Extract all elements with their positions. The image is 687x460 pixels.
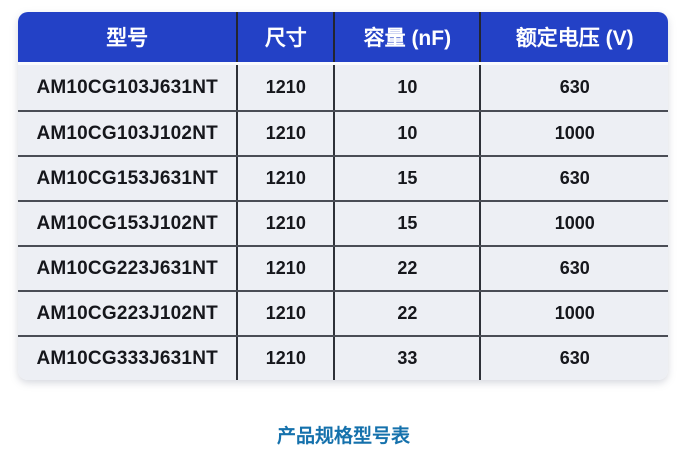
cell-model: AM10CG333J631NT xyxy=(36,347,218,369)
cell-size: 1210 xyxy=(236,247,333,290)
cell-capacitance: 15 xyxy=(333,202,479,245)
table-row: AM10CG103J102NT 1210 10 1000 xyxy=(18,110,668,155)
cell-model: AM10CG153J631NT xyxy=(36,167,218,189)
header-cell-rated-voltage: 额定电压 (V) xyxy=(479,12,668,62)
header-cell-capacitance: 容量 (nF) xyxy=(333,12,479,62)
cell-capacitance: 33 xyxy=(333,337,479,380)
table-row: AM10CG333J631NT 1210 33 630 xyxy=(18,335,668,380)
cell-rated-voltage: 630 xyxy=(479,157,668,200)
header-cell-model: 型号 xyxy=(106,27,149,50)
cell-size: 1210 xyxy=(236,65,333,110)
cell-model: AM10CG153J102NT xyxy=(36,212,218,234)
cell-rated-voltage: 1000 xyxy=(479,112,668,155)
header-cell-size: 尺寸 xyxy=(236,12,333,62)
cell-model: AM10CG223J631NT xyxy=(36,257,218,279)
cell-rated-voltage: 1000 xyxy=(479,202,668,245)
table-row: AM10CG153J102NT 1210 15 1000 xyxy=(18,200,668,245)
cell-rated-voltage: 630 xyxy=(479,65,668,110)
cell-model: AM10CG103J631NT xyxy=(36,76,218,98)
table-row: AM10CG153J631NT 1210 15 630 xyxy=(18,155,668,200)
cell-capacitance: 15 xyxy=(333,157,479,200)
cell-size: 1210 xyxy=(236,337,333,380)
cell-size: 1210 xyxy=(236,157,333,200)
table-row: AM10CG223J631NT 1210 22 630 xyxy=(18,245,668,290)
cell-model: AM10CG103J102NT xyxy=(36,122,218,144)
cell-rated-voltage: 630 xyxy=(479,247,668,290)
cell-capacitance: 22 xyxy=(333,247,479,290)
table-row: AM10CG223J102NT 1210 22 1000 xyxy=(18,290,668,335)
cell-rated-voltage: 630 xyxy=(479,337,668,380)
cell-model: AM10CG223J102NT xyxy=(36,302,218,324)
product-spec-table: 型号 尺寸 容量 (nF) 额定电压 (V) AM10CG103J631NT 1… xyxy=(18,12,668,380)
cell-rated-voltage: 1000 xyxy=(479,292,668,335)
cell-capacitance: 10 xyxy=(333,65,479,110)
cell-size: 1210 xyxy=(236,112,333,155)
table-row: AM10CG103J631NT 1210 10 630 xyxy=(18,65,668,110)
cell-capacitance: 10 xyxy=(333,112,479,155)
table-header-row: 型号 尺寸 容量 (nF) 额定电压 (V) xyxy=(18,12,668,65)
cell-size: 1210 xyxy=(236,292,333,335)
table-caption: 产品规格型号表 xyxy=(276,426,410,447)
cell-size: 1210 xyxy=(236,202,333,245)
cell-capacitance: 22 xyxy=(333,292,479,335)
